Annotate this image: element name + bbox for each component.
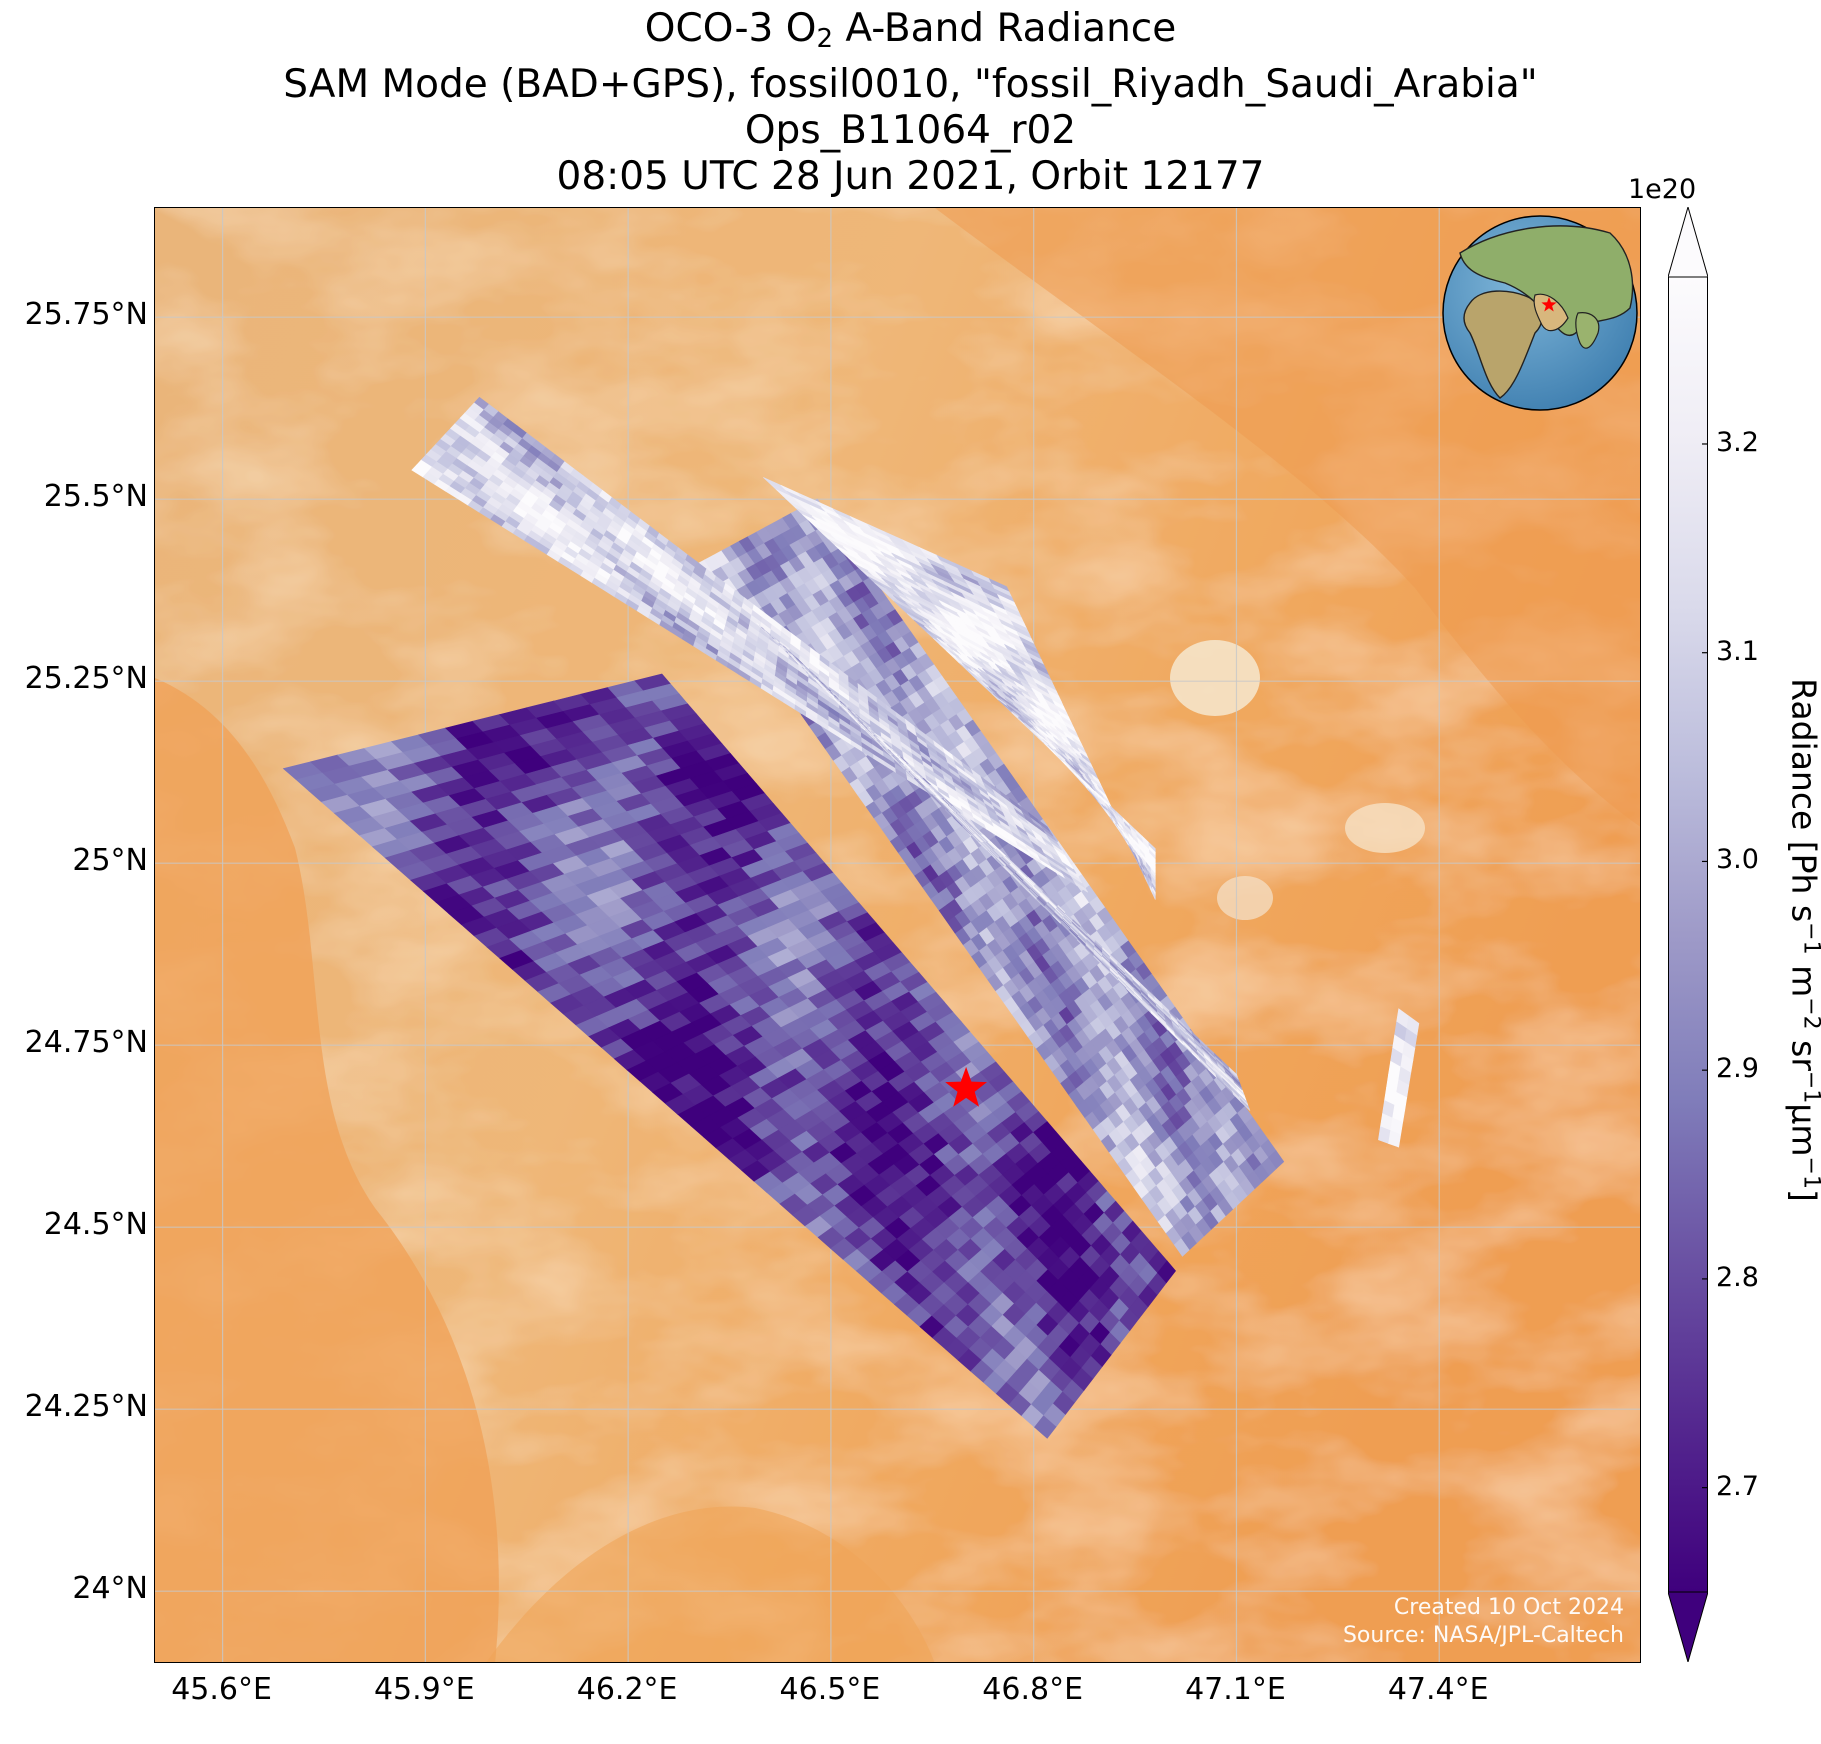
title-line-4: 08:05 UTC 28 Jun 2021, Orbit 12177 [556, 154, 1265, 199]
lat-tick-label: 25.25°N [24, 661, 148, 697]
pale-patch [1345, 803, 1425, 853]
colorbar-min-extend [1668, 1591, 1708, 1662]
lat-tick-label: 24.25°N [24, 1389, 148, 1425]
lon-tick-label: 47.4°E [1387, 1672, 1489, 1707]
swath-cell [1228, 1067, 1238, 1078]
swath [756, 622, 1251, 1111]
swath [411, 396, 1089, 893]
lat-tick-label: 25.5°N [43, 479, 148, 515]
swath [1378, 1008, 1420, 1148]
colorbar-tick-label: 3.2 [1716, 426, 1759, 458]
title-line-2: SAM Mode (BAD+GPS), fossil0010, "fossil_… [283, 62, 1538, 107]
swath-cell [1388, 1130, 1402, 1148]
globe-land-india [1575, 312, 1600, 349]
colorbar-gradient [1668, 276, 1708, 1593]
colorbar-tick-label: 3.1 [1716, 635, 1759, 667]
created-date: Created 10 Oct 2024 [1393, 1595, 1624, 1620]
red-star-icon [945, 1066, 987, 1107]
colorbar-exponent: 1e20 [1628, 174, 1697, 205]
swath-cell [1157, 1260, 1176, 1284]
sand-strip-south [486, 1506, 935, 1662]
swath [282, 673, 1176, 1439]
swath-cell [1268, 1150, 1285, 1169]
swath [763, 477, 1156, 900]
lat-tick-label: 24.75°N [24, 1025, 148, 1061]
colorbar-ticks [1702, 443, 1708, 1489]
colorbar [1668, 207, 1708, 1662]
swath-cell [1037, 819, 1051, 832]
colorbar-tick-label: 2.8 [1716, 1261, 1759, 1293]
globe-land-africa [1463, 290, 1543, 399]
lon-tick-label: 46.2°E [576, 1672, 678, 1707]
colorbar-tick-label: 2.7 [1716, 1470, 1759, 1502]
radiance-swaths[interactable] [282, 396, 1420, 1439]
lat-tick-label: 24°N [72, 1571, 148, 1607]
colorbar-tick-label: 2.9 [1716, 1053, 1759, 1085]
lon-tick-label: 47.1°E [1185, 1672, 1286, 1707]
pale-patch [1217, 876, 1273, 920]
lon-tick-label: 46.5°E [779, 1672, 881, 1707]
pale-patch [1170, 640, 1260, 716]
lat-tick-label: 25°N [72, 843, 148, 879]
credit-text: Created 10 Oct 2024 Source: NASA/JPL-Cal… [1343, 1594, 1624, 1650]
title-line-3: Ops_B11064_r02 [744, 108, 1077, 153]
dune-band-west [155, 678, 499, 1662]
colorbar-title: Radiance [Ph s−1 m−2 sr−1μm−1] [1784, 678, 1821, 1202]
target-marker-group [945, 1066, 987, 1107]
map-panel[interactable]: Created 10 Oct 2024 Source: NASA/JPL-Cal… [154, 207, 1641, 1663]
swath-cell [1152, 890, 1156, 900]
lat-tick-label: 24.5°N [43, 1207, 148, 1243]
data-source: Source: NASA/JPL-Caltech [1342, 1623, 1624, 1648]
inset-globe [1442, 215, 1638, 411]
globe-target-star [1541, 297, 1557, 312]
colorbar-tick-label: 3.0 [1716, 844, 1759, 876]
lat-tick-label: 25.75°N [24, 297, 148, 333]
lon-tick-label: 45.9°E [373, 1672, 475, 1707]
title-line-1: OCO-3 O2 A-Band Radiance [644, 6, 1177, 54]
colorbar-max-extend [1668, 207, 1708, 278]
figure-title: OCO-3 O2 A-Band Radiance SAM Mode (BAD+G… [0, 6, 1821, 200]
lon-tick-label: 45.6°E [171, 1672, 272, 1707]
map-canvas[interactable] [155, 208, 1641, 1663]
lon-tick-label: 46.8°E [982, 1672, 1084, 1707]
